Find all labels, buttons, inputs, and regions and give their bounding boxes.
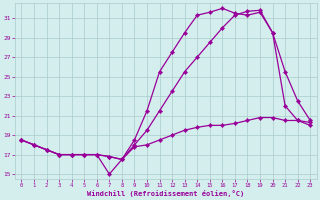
X-axis label: Windchill (Refroidissement éolien,°C): Windchill (Refroidissement éolien,°C) bbox=[87, 190, 244, 197]
